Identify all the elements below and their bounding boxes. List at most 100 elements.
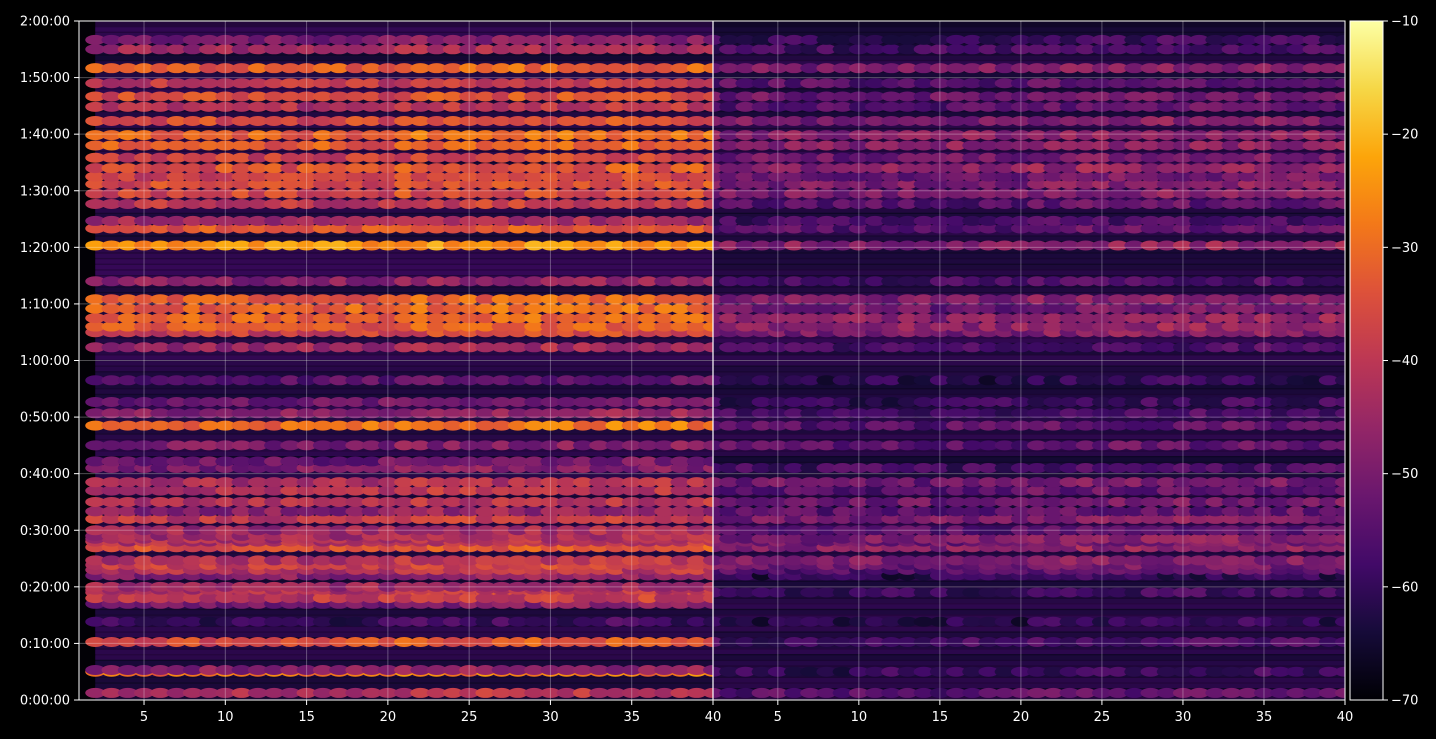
spectrogram-cell — [865, 408, 886, 419]
spectrogram-cell — [101, 555, 122, 566]
spectrogram-cell — [1189, 313, 1210, 324]
spectrogram-cell — [134, 198, 155, 209]
spectrogram-cell — [394, 637, 415, 648]
spectrogram-cell — [1156, 525, 1177, 536]
spectrogram-cell — [280, 581, 301, 592]
spectrogram-cell — [1302, 506, 1323, 517]
spectrogram-cell — [377, 477, 398, 488]
spectrogram-cell — [767, 115, 788, 126]
spectrogram-cell — [1270, 375, 1291, 386]
spectrogram-cell — [1075, 616, 1096, 627]
spectrogram-cell — [913, 63, 934, 74]
spectrogram-cell — [800, 303, 821, 314]
spectrogram-cell — [1302, 152, 1323, 163]
spectrogram-cell — [654, 223, 675, 234]
spectrogram-cell — [1140, 188, 1161, 199]
spectrogram-cell — [816, 496, 837, 507]
spectrogram-cell — [572, 91, 593, 102]
spectrogram-cell — [199, 321, 220, 332]
spectrogram-cell — [117, 496, 138, 507]
spectrogram-cell — [475, 91, 496, 102]
spectrogram-cell — [621, 637, 642, 648]
spectrogram-cell — [556, 188, 577, 199]
spectrogram-cell — [978, 533, 999, 544]
spectrogram-cell — [881, 477, 902, 488]
spectrogram-cell — [1059, 313, 1080, 324]
spectrogram-cell — [264, 115, 285, 126]
spectrogram-cell — [1221, 140, 1242, 151]
spectrogram-cell — [296, 581, 317, 592]
spectrogram-cell — [978, 637, 999, 648]
spectrogram-cell — [507, 152, 528, 163]
spectrogram-cell — [978, 587, 999, 598]
spectrogram-cell — [1237, 342, 1258, 353]
spectrogram-cell — [929, 477, 950, 488]
spectrogram-cell — [946, 91, 967, 102]
spectrogram-cell — [767, 44, 788, 55]
spectrogram-cell — [719, 616, 740, 627]
spectrogram-cell — [182, 513, 203, 524]
spectrogram-cell — [637, 665, 658, 676]
spectrogram-cell — [231, 294, 252, 305]
spectrogram-cell — [703, 513, 713, 524]
spectrogram-cell — [231, 171, 252, 182]
spectrogram-cell — [605, 420, 626, 431]
spectrogram-cell — [621, 616, 642, 627]
spectrogram-cell — [150, 496, 171, 507]
spectrogram-cell — [556, 34, 577, 45]
spectrogram-cell — [264, 91, 285, 102]
spectrogram-cell — [703, 163, 713, 174]
spectrogram-cell — [182, 456, 203, 467]
spectrogram-cell — [524, 555, 545, 566]
spectrogram-cell — [166, 665, 187, 676]
spectrogram-cell — [751, 294, 772, 305]
spectrogram-cell — [442, 396, 463, 407]
spectrogram-cell — [686, 506, 707, 517]
spectrogram-cell — [713, 106, 1345, 117]
spectrogram-cell — [507, 163, 528, 174]
spectrogram-cell — [994, 44, 1015, 55]
spectrogram-cell — [929, 496, 950, 507]
spectrogram-cell — [1302, 555, 1323, 566]
spectrogram-cell — [994, 130, 1015, 141]
spectrogram-cell — [735, 616, 756, 627]
spectrogram-cell — [491, 179, 512, 190]
spectrogram-cell — [95, 468, 713, 479]
spectrogram-cell — [410, 513, 431, 524]
spectrogram-cell — [1124, 555, 1145, 566]
spectrogram-cell — [199, 496, 220, 507]
spectrogram-cell — [247, 525, 268, 536]
spectrogram-cell — [994, 342, 1015, 353]
spectrogram-cell — [767, 375, 788, 386]
spectrogram-cell — [426, 140, 447, 151]
spectrogram-cell — [1075, 115, 1096, 126]
spectrogram-cell — [85, 513, 106, 524]
spectrogram-cell — [1124, 440, 1145, 451]
spectrogram-cell — [166, 140, 187, 151]
spectrogram-cell — [897, 140, 918, 151]
spectrogram-cell — [215, 240, 236, 251]
spectrogram-cell — [800, 533, 821, 544]
spectrogram-cell — [329, 687, 350, 698]
spectrogram-cell — [410, 477, 431, 488]
x-tick-label: 35 — [1256, 710, 1273, 725]
spectrogram-cell — [962, 420, 983, 431]
spectrogram-cell — [247, 171, 268, 182]
spectrogram-cell — [199, 555, 220, 566]
spectrogram-cell — [442, 63, 463, 74]
spectrogram-cell — [1221, 215, 1242, 226]
spectrogram-cell — [572, 477, 593, 488]
spectrogram-cell — [491, 637, 512, 648]
spectrogram-cell — [556, 513, 577, 524]
spectrogram-cell — [85, 152, 106, 163]
spectrogram-cell — [215, 555, 236, 566]
spectrogram-cell — [1108, 525, 1129, 536]
spectrogram-cell — [816, 152, 837, 163]
spectrogram-cell — [962, 408, 983, 419]
spectrogram-cell — [719, 440, 740, 451]
spectrogram-cell — [540, 637, 561, 648]
spectrogram-cell — [101, 152, 122, 163]
spectrogram-cell — [1059, 616, 1080, 627]
spectrogram-cell — [589, 513, 610, 524]
